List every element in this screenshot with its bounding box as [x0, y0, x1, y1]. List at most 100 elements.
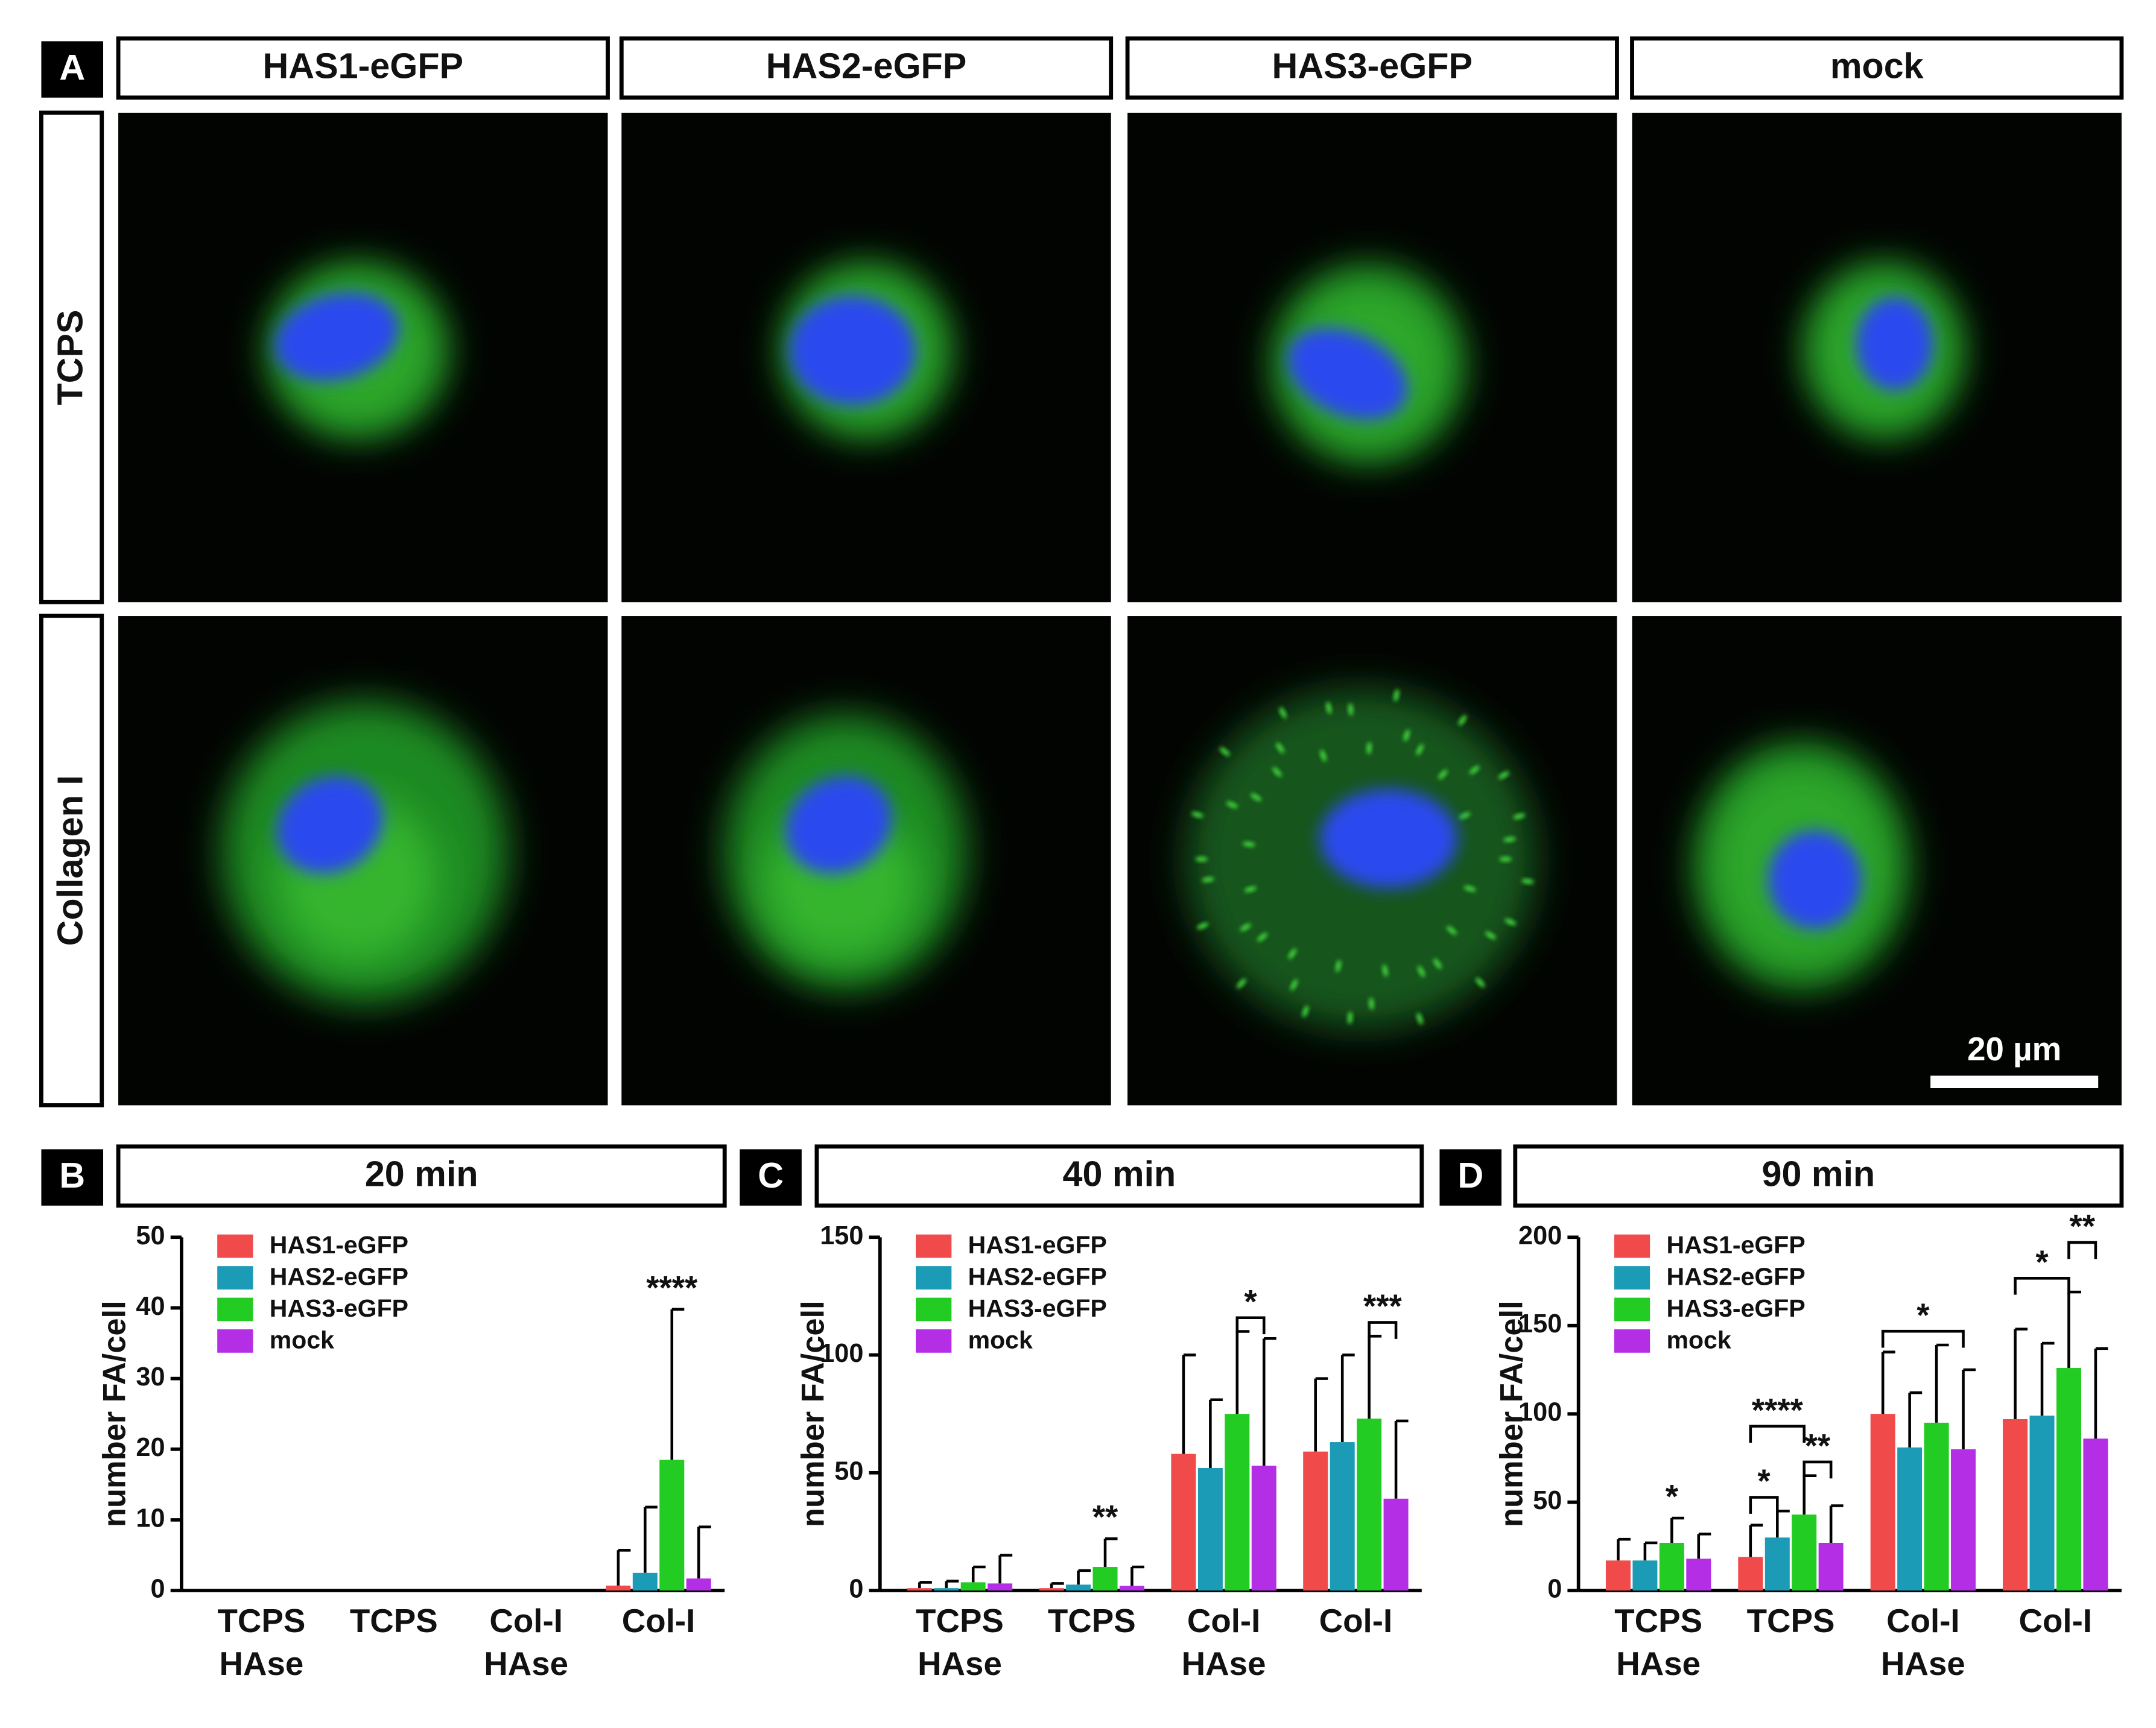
- bar: [1897, 1447, 1923, 1591]
- nucleus: [1320, 789, 1458, 888]
- column-header: HAS3-eGFP: [1272, 46, 1473, 86]
- legend-label: mock: [270, 1326, 334, 1353]
- bar: [1197, 1468, 1223, 1591]
- nucleus: [1856, 297, 1933, 391]
- bar: [1383, 1498, 1409, 1591]
- bar: [686, 1578, 711, 1591]
- y-tick-label: 40: [136, 1292, 165, 1321]
- adhesion: [1485, 931, 1496, 940]
- nucleus: [274, 292, 399, 381]
- adhesion: [1469, 765, 1480, 774]
- legend-label: HAS2-eGFP: [270, 1263, 408, 1291]
- legend-swatch: [217, 1266, 253, 1290]
- legend-label: HAS1-eGFP: [270, 1231, 408, 1259]
- panel-letter-box: [1439, 1149, 1502, 1206]
- chart-title: 40 min: [1063, 1154, 1176, 1194]
- adhesion: [1243, 841, 1255, 847]
- bar: [632, 1572, 658, 1591]
- column-header-box: [619, 36, 1114, 100]
- chart-title: 90 min: [1762, 1154, 1875, 1194]
- bar: [907, 1588, 932, 1591]
- chart-title-box: [116, 1144, 727, 1208]
- significance-bracket: [1235, 1316, 1266, 1335]
- adhesion: [1416, 744, 1424, 756]
- legend-label: mock: [1667, 1326, 1731, 1353]
- panel-letter: B: [59, 1155, 85, 1195]
- x-tick-label: Col-I: [622, 1602, 696, 1639]
- y-tick-label: 0: [1547, 1575, 1562, 1604]
- bar: [1686, 1559, 1711, 1591]
- micrograph: [118, 112, 608, 603]
- x-tick-label: TCPS: [217, 1602, 305, 1639]
- adhesion: [1447, 926, 1457, 935]
- adhesion: [1459, 812, 1471, 819]
- y-tick-label: 0: [150, 1575, 165, 1604]
- y-tick-label: 100: [820, 1339, 863, 1368]
- bar: [1171, 1454, 1196, 1591]
- adhesion: [1499, 856, 1512, 862]
- adhesion: [1498, 771, 1509, 779]
- significance: *: [1666, 1478, 1679, 1515]
- legend-swatch: [1614, 1297, 1650, 1321]
- x-tick-label: HAse: [918, 1645, 1002, 1682]
- bar: [2083, 1438, 2108, 1591]
- nucleus: [789, 296, 916, 406]
- significance: *: [1757, 1462, 1771, 1499]
- significance: **: [1092, 1498, 1118, 1536]
- adhesion: [1366, 742, 1372, 755]
- x-tick-label: Col-I: [1187, 1602, 1260, 1639]
- bar: [2056, 1368, 2081, 1591]
- column-header: HAS2-eGFP: [766, 46, 967, 86]
- adhesion: [1244, 886, 1257, 893]
- legend-label: HAS1-eGFP: [968, 1231, 1107, 1259]
- y-axis-label: number FA/cell: [98, 1300, 133, 1527]
- legend-label: HAS1-eGFP: [1667, 1231, 1806, 1259]
- adhesion: [1347, 1011, 1353, 1024]
- adhesion: [1320, 750, 1327, 762]
- adhesion: [1503, 837, 1516, 843]
- legend-label: HAS2-eGFP: [1667, 1263, 1806, 1291]
- adhesion: [1257, 932, 1267, 942]
- legend-label: HAS2-eGFP: [968, 1263, 1107, 1291]
- legend-swatch: [1614, 1234, 1650, 1258]
- x-tick-label: HAse: [220, 1645, 304, 1682]
- x-tick-label: HAse: [1182, 1645, 1266, 1682]
- bar: [1951, 1449, 1976, 1591]
- adhesion: [1513, 813, 1526, 820]
- legend-label: HAS3-eGFP: [270, 1294, 408, 1322]
- adhesion: [1226, 801, 1238, 808]
- bar: [1818, 1542, 1844, 1591]
- x-tick-label: HAse: [1881, 1645, 1965, 1682]
- bar: [1330, 1442, 1355, 1591]
- significance: ***: [1363, 1287, 1403, 1324]
- y-axis-label: number FA/cell: [796, 1300, 831, 1527]
- adhesion: [1369, 997, 1374, 1010]
- panel-letter-box: [41, 41, 104, 98]
- bar: [988, 1583, 1013, 1591]
- x-tick-label: HAse: [484, 1645, 568, 1682]
- bar: [1225, 1414, 1250, 1591]
- significance: *: [2035, 1243, 2049, 1280]
- significance: **: [1805, 1427, 1831, 1464]
- bar: [1119, 1586, 1144, 1591]
- y-tick-label: 200: [1518, 1221, 1562, 1250]
- bar: [1924, 1422, 1949, 1591]
- bar: [1066, 1584, 1091, 1591]
- adhesion: [1219, 747, 1230, 756]
- significance-bracket: [2014, 1277, 2070, 1295]
- panel-letter-box: [740, 1149, 802, 1206]
- micrograph: [1127, 616, 1617, 1106]
- adhesion: [1382, 964, 1388, 977]
- adhesion: [1438, 770, 1448, 780]
- chart-title: 20 min: [365, 1154, 478, 1194]
- micrograph: [1632, 112, 2122, 603]
- adhesion: [1348, 703, 1354, 716]
- bar: [1632, 1560, 1658, 1591]
- nucleus: [785, 776, 892, 874]
- legend-swatch: [1614, 1329, 1650, 1353]
- legend-swatch: [916, 1329, 952, 1353]
- bar: [1659, 1542, 1684, 1591]
- significance: *: [1244, 1282, 1257, 1320]
- adhesion: [1237, 978, 1246, 989]
